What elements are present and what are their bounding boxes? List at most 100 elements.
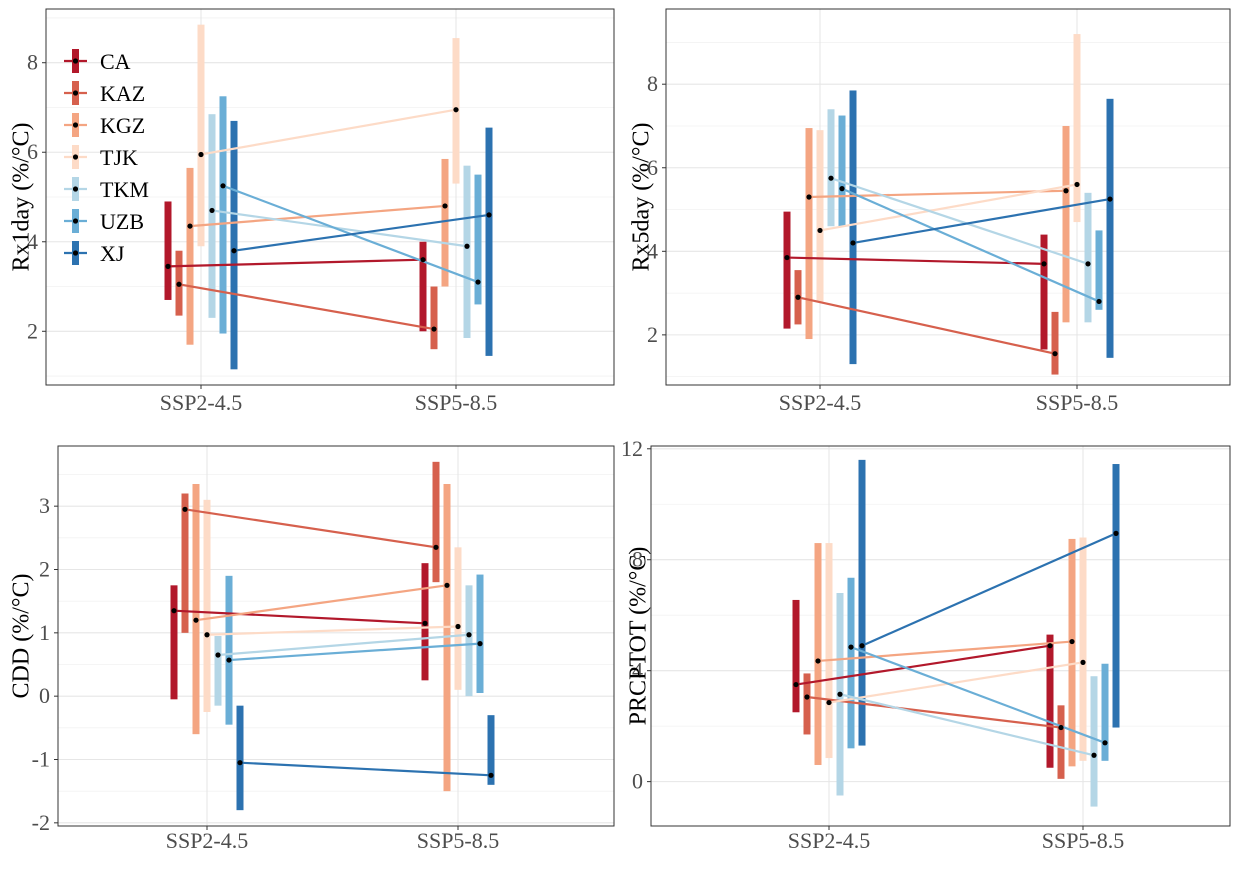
y-tick-label: 2 — [647, 322, 658, 347]
y-axis-title: CDD (%/°C) — [8, 574, 34, 699]
series-line-uzb — [228, 642, 481, 662]
x-tick-label: SSP5-8.5 — [417, 828, 500, 853]
range-bar-xj-1 — [849, 90, 857, 365]
y-tick-label: 6 — [647, 155, 658, 180]
range-bar-uzb-2 — [474, 174, 482, 305]
legend-key-point — [72, 154, 79, 160]
legend-item-kaz: KAZ — [64, 81, 145, 106]
range-bar-tjk-2 — [1079, 537, 1087, 761]
legend-item-uzb: UZB — [64, 209, 144, 234]
panel-2: 2 4 6 8 SSP2-4.5 SSP5-8.5 Rx5day (%/°C) — [628, 8, 1231, 415]
panel-border — [665, 8, 1231, 386]
point-tkm-2 — [466, 632, 472, 638]
range-bar-ca-1 — [164, 201, 172, 300]
range-bar-xj-2 — [487, 715, 495, 785]
range-bar-uzb-1 — [225, 575, 233, 725]
range-bar-kaz-1 — [803, 673, 811, 735]
series-line-tkm — [211, 209, 468, 248]
legend-key-point — [72, 186, 79, 192]
range-bar-xj-2 — [1112, 464, 1120, 728]
y-tick-label: 3 — [39, 493, 50, 518]
range-bar-kgz-2 — [1068, 538, 1076, 767]
plot-background — [666, 9, 1230, 385]
legend-item-ca: CA — [64, 49, 131, 74]
range-bar-xj-2 — [1106, 98, 1114, 358]
y-tick-label: 2 — [39, 557, 50, 582]
y-tick-label: 4 — [647, 238, 658, 263]
legend: CA KAZ KGZ TJK TKM UZB XJ — [64, 49, 149, 266]
panel-border — [57, 445, 615, 827]
series-line-tkm — [839, 693, 1095, 757]
series-line-ca — [786, 256, 1045, 265]
point-tkm-1 — [837, 691, 843, 697]
range-bar-xj-1 — [858, 459, 866, 746]
y-axis-title: PRCPTOT (%/°C) — [625, 547, 651, 726]
legend-label: UZB — [100, 209, 144, 234]
point-kaz-2 — [1052, 351, 1058, 357]
point-kaz-1 — [176, 281, 182, 287]
point-tjk-2 — [1080, 659, 1086, 665]
series-line-tjk — [828, 661, 1084, 704]
range-bar-tjk-2 — [454, 547, 462, 690]
point-kgz-2 — [444, 582, 450, 588]
x-tick-label: SSP2-4.5 — [788, 828, 871, 853]
range-bar-kgz-1 — [805, 128, 813, 340]
series-line-kgz — [189, 204, 446, 228]
point-tkm-2 — [1085, 261, 1091, 267]
point-tjk-2 — [453, 107, 459, 113]
series-line-kaz — [797, 296, 1056, 355]
range-bar-kaz-2 — [1057, 705, 1065, 779]
legend-label: KAZ — [100, 81, 145, 106]
range-bar-kgz-1 — [186, 167, 194, 345]
legend-key-point — [72, 90, 79, 96]
point-ca-2 — [420, 257, 426, 263]
point-ca-2 — [1041, 261, 1047, 267]
y-tick-label: 6 — [27, 139, 38, 164]
series-line-ca — [167, 258, 424, 268]
point-kgz-1 — [815, 658, 821, 664]
point-ca-1 — [784, 254, 790, 261]
range-bar-kaz-1 — [181, 493, 189, 633]
range-bar-kgz-2 — [441, 158, 449, 287]
series-line-tkm — [830, 177, 1089, 265]
point-xj-2 — [488, 772, 494, 778]
point-tjk-1 — [198, 151, 204, 158]
x-tick-label: SSP5-8.5 — [1042, 828, 1125, 853]
legend-item-tkm: TKM — [64, 177, 149, 202]
range-bar-tkm-1 — [214, 636, 222, 706]
y-tick-label: 4 — [27, 229, 38, 254]
plot-background — [651, 446, 1230, 826]
point-kaz-1 — [795, 294, 801, 300]
y-tick-label: 0 — [39, 683, 50, 708]
range-bar-uzb-1 — [838, 115, 846, 227]
range-bar-ca-1 — [792, 599, 800, 713]
point-tkm-2 — [464, 243, 470, 249]
series-line-xj — [239, 761, 492, 777]
series-line-kgz — [808, 189, 1067, 199]
x-tick-label: SSP5-8.5 — [415, 390, 498, 415]
y-tick-label: 8 — [27, 50, 38, 75]
series-line-ca — [173, 609, 426, 625]
point-ca-1 — [793, 681, 799, 688]
range-bar-tjk-1 — [816, 130, 824, 302]
point-tkm-1 — [215, 652, 221, 658]
legend-item-tjk: TJK — [64, 145, 138, 170]
x-tick-label: SSP2-4.5 — [779, 390, 862, 415]
point-uzb-2 — [477, 641, 483, 647]
y-tick-label: -1 — [32, 747, 50, 772]
panel-4: 0 4 8 12 SSP2-4.5 SSP5-8.5 PRCPTOT (%/°C) — [621, 436, 1231, 853]
point-uzb-1 — [848, 644, 854, 650]
point-kgz-1 — [187, 223, 193, 229]
range-bar-kgz-2 — [1062, 125, 1070, 323]
range-bar-tkm-1 — [827, 109, 835, 227]
x-tick-label: SSP2-4.5 — [166, 828, 249, 853]
range-bar-ca-1 — [783, 211, 791, 329]
point-tjk-2 — [455, 623, 461, 630]
range-bar-tjk-1 — [825, 543, 833, 759]
legend-key-point — [72, 218, 79, 224]
range-bar-uzb-1 — [219, 96, 227, 334]
legend-item-xj: XJ — [64, 241, 125, 266]
point-ca-1 — [171, 608, 177, 614]
series-line-kgz — [195, 584, 448, 622]
point-xj-2 — [486, 212, 492, 218]
